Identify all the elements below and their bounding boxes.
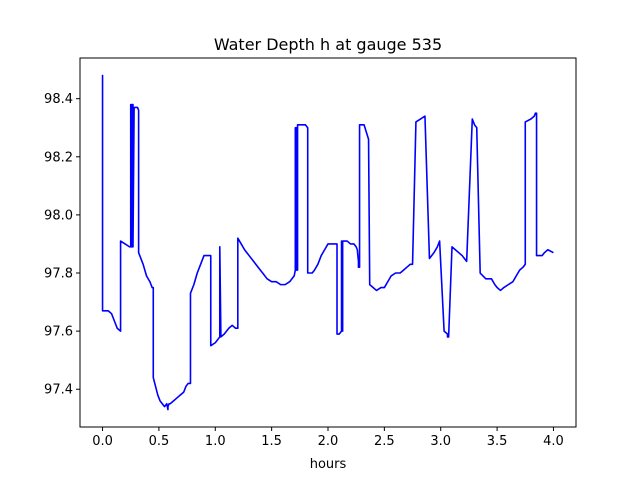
x-tick-label: 2.0 (318, 434, 339, 449)
y-tick-label: 98.2 (44, 150, 73, 165)
y-tick-label: 97.8 (44, 267, 73, 282)
x-tick-label: 3.0 (430, 434, 451, 449)
y-tick-label: 97.4 (44, 383, 73, 398)
x-tick-label: 4.0 (543, 434, 564, 449)
chart-title: Water Depth h at gauge 535 (214, 35, 442, 54)
ticks-layer: 0.0 0.5 1.0 1.5 2.0 2.5 3.0 3.5 4.0 97.4 97.6 97.8 9… (44, 92, 564, 449)
x-tick-label: 0.0 (92, 434, 113, 449)
x-tick-label: 0.5 (149, 434, 170, 449)
x-tick-label: 1.5 (261, 434, 282, 449)
plot-frame (79, 57, 577, 428)
y-tick-label: 98.0 (44, 208, 73, 223)
series-layer (101, 74, 554, 411)
x-tick-label: 3.5 (487, 434, 508, 449)
x-axis-label: hours (310, 457, 347, 472)
x-tick-label: 1.0 (205, 434, 226, 449)
y-tick-label: 98.4 (44, 92, 73, 107)
x-tick-label: 2.5 (374, 434, 395, 449)
series-line-0 (101, 74, 554, 411)
y-tick-label: 97.6 (44, 325, 73, 340)
